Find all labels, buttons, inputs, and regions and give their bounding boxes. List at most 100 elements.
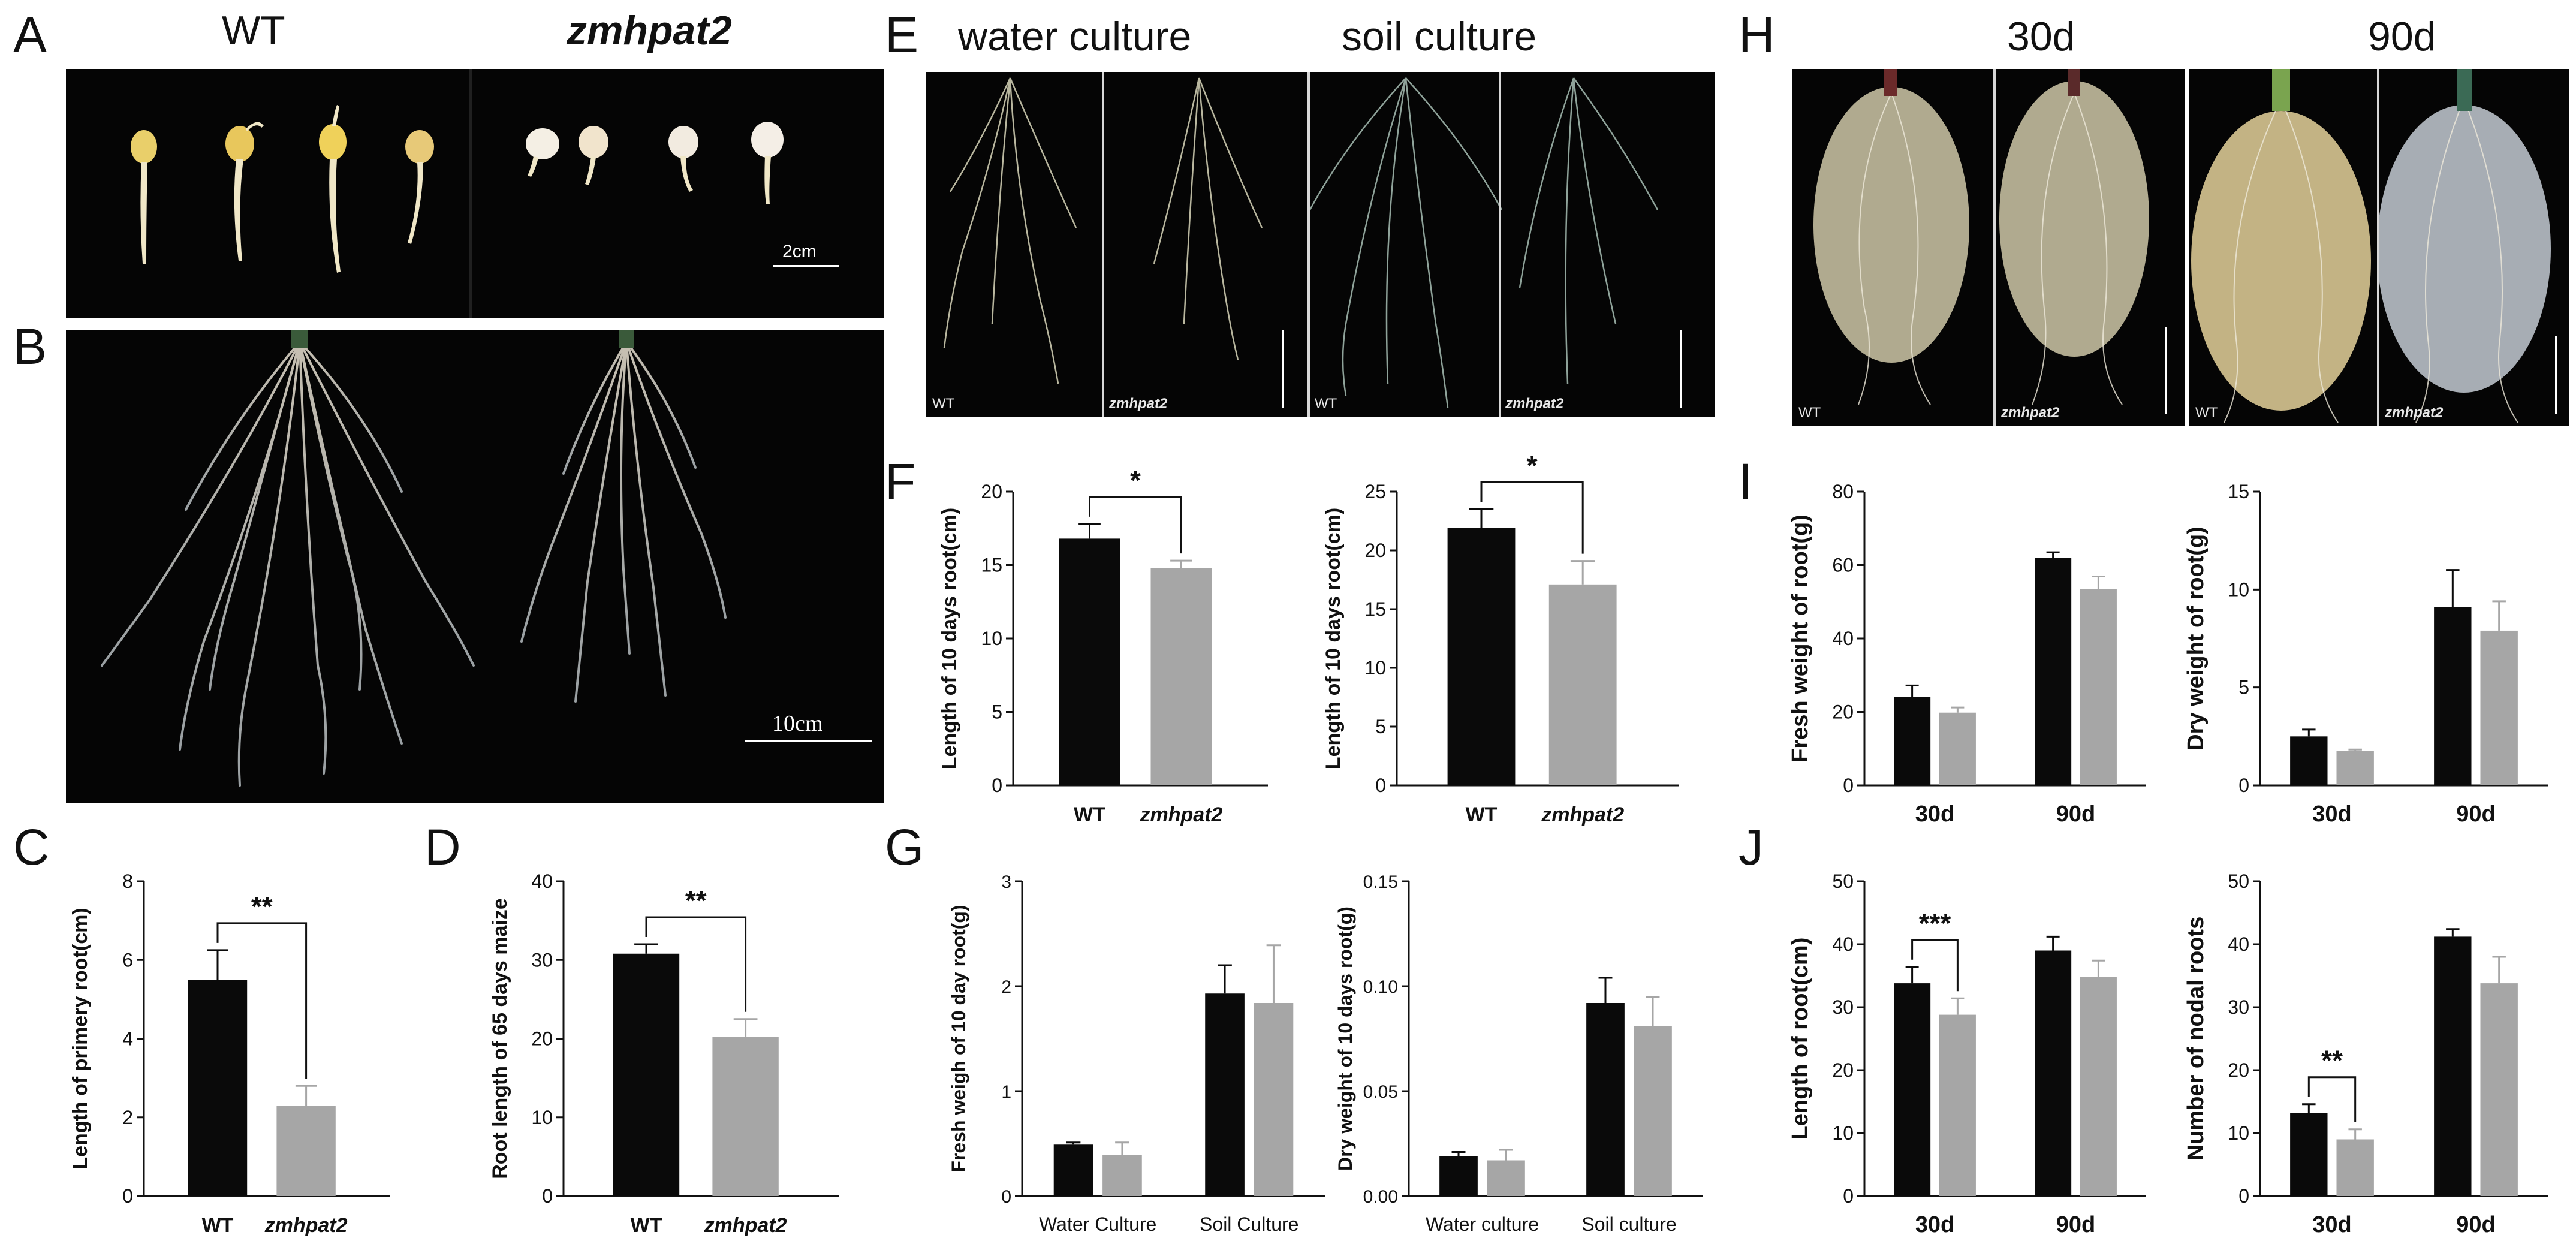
y-tick-label: 50 [2228,871,2249,892]
panel-a-title-wt: WT [222,8,285,53]
bar-wt [2035,558,2072,785]
significance-label: ** [685,885,707,916]
y-tick-label: 0 [992,775,1002,796]
chart-i-fresh-weight: 0 20 40 60 80 Fresh weight of root(g) 30d 90d [1774,468,2158,851]
chart-svg: 0 10 20 30 40 Root length of 65 days maize WT z… [489,871,839,1237]
x-tick-label: Water Culture [1039,1213,1156,1235]
panel-b-root-photo: 10cm [66,330,884,803]
chart-g-dry-weight: 0.00 0.05 0.10 0.15 Dry weight of 10 days ro… [1304,836,1724,1244]
panel-label-h: H [1739,7,1775,63]
y-tick-label: 0 [2238,1185,2249,1207]
y-tick-label: 5 [1375,716,1386,737]
y-tick-label: 20 [2228,1059,2249,1081]
bar-wt [1447,528,1516,785]
bar-mutant [276,1106,336,1196]
y-axis-label: Length of primery root(cm) [69,908,92,1169]
panel-a-scale-bar-label: 2cm [782,242,817,261]
bar-mutant [1254,1003,1294,1196]
significance-label: ** [2321,1045,2343,1076]
y-tick-label: 10 [531,1107,553,1128]
y-tick-label: 2 [122,1107,133,1128]
y-tick-label: 4 [122,1028,133,1050]
y-tick-label: 30 [2228,996,2249,1018]
bar-wt [613,953,680,1196]
bar-mutant [1548,584,1617,785]
y-tick-label: 8 [122,871,133,892]
y-tick-label: 10 [1364,657,1386,679]
bar-mutant [2336,1139,2374,1196]
panel-e-tag-wt-soil: WT [1315,396,1337,412]
bar-mutant [2336,751,2374,785]
panel-label-e: E [885,7,919,63]
y-tick-label: 10 [2228,1122,2249,1144]
y-tick-label: 0 [2238,775,2249,796]
x-tick-label: 30d [1915,1212,1954,1237]
y-tick-label: 10 [1832,1122,1854,1144]
significance-bracket [216,922,308,1079]
panel-h-tag-mutant-30d: zmhpat2 [2001,405,2060,421]
chart-svg: 0 10 20 30 40 50 Length of root(cm) 30d 90d *** [1788,871,2146,1237]
chart-svg: 0 20 40 60 80 Fresh weight of root(g) 30d 90d [1788,481,2146,827]
panel-label-b: B [13,318,47,375]
bar-mutant [1487,1160,1525,1196]
bar-wt [2035,950,2072,1196]
y-axis-label: Fresh weight of root(g) [1788,514,1813,763]
bar-wt [2434,607,2472,785]
panel-e-title-soil-culture: soil culture [1342,14,1537,59]
panel-h-tag-mutant-90d: zmhpat2 [2385,405,2444,421]
chart-svg: 0 2 4 6 8 Length of primery root(cm) WT zmhpat2… [69,871,390,1237]
bar-wt [1205,993,1245,1196]
chart-c-primary-root-length: 0 2 4 6 8 Length of primery root(cm) WT zmhpat2… [54,836,414,1244]
y-tick-label: 20 [1832,701,1854,723]
chart-svg: 0 5 10 15 20 Length of 10 days root(cm) WT zmhp… [938,465,1268,826]
x-tick-label: Soil culture [1581,1213,1676,1235]
x-tick-label: zmhpat2 [264,1214,348,1237]
x-tick-label: WT [202,1214,234,1237]
x-tick-label: zmhpat2 [704,1214,787,1237]
y-tick-label: 40 [1832,628,1854,649]
y-tick-label: 0 [1843,775,1854,796]
significance-label: * [1527,450,1538,481]
significance-label: *** [1919,908,1951,939]
y-tick-label: 20 [531,1028,553,1050]
y-tick-label: 50 [1832,871,1854,892]
panel-e-root-photo: WT zmhpat2 WT zmhpat2 [926,72,1715,417]
bar-wt [2434,936,2472,1196]
y-tick-label: 60 [1832,555,1854,576]
chart-i-dry-weight: 0 5 10 15 Dry weight of root(g) 30d 90d [2170,468,2566,851]
bar-mutant [1102,1155,1142,1196]
y-axis-label: Length of 10 days root(cm) [938,508,961,769]
panel-h-roots-illustration [1813,69,2557,426]
x-tick-label: 90d [2456,1212,2495,1237]
x-tick-label: 30d [1915,802,1954,827]
chart-j-nodal-roots: 0 10 20 30 40 50 Number of nodal roots 30d 90d ** [2170,836,2566,1244]
y-tick-label: 15 [1364,598,1386,620]
y-tick-label: 10 [981,628,1002,649]
y-tick-label: 1 [1001,1082,1011,1102]
panel-label-i: I [1739,453,1753,510]
chart-f-soil-root-length: 0 5 10 15 20 25 Length of 10 days root(cm) WT zm… [1313,450,1721,851]
bar-wt [1439,1156,1478,1196]
significance-bracket [2307,1076,2357,1122]
y-tick-label: 5 [992,701,1002,723]
panel-h-title-90d: 90d [2368,14,2436,59]
significance-bracket [1480,481,1584,554]
panel-label-g: G [885,819,924,875]
x-tick-label: zmhpat2 [1541,803,1624,826]
significance-bracket [645,916,747,1012]
panel-h-root-photo: WT zmhpat2 WT zmhpat2 [1792,69,2569,426]
chart-d-65-day-root-length: 0 10 20 30 40 Root length of 65 days maize WT z… [468,836,875,1244]
bar-mutant [2480,630,2518,785]
chart-j-root-length: 0 10 20 30 40 50 Length of root(cm) 30d 90d *** [1774,836,2158,1244]
y-tick-label: 0 [1375,775,1386,796]
y-axis-label: Root length of 65 days maize [489,898,511,1179]
seedlings-illustration [131,69,839,318]
significance-label: * [1130,465,1141,496]
bar-wt [1894,697,1931,785]
y-axis-label: Length of 10 days root(cm) [1322,508,1345,769]
chart-svg: 0.00 0.05 0.10 0.15 Dry weight of 10 days ro… [1334,872,1703,1235]
x-tick-label: Water culture [1426,1213,1539,1235]
y-tick-label: 0 [122,1185,133,1207]
panel-b-scale-bar-label: 10cm [772,711,823,736]
bar-mutant [1634,1026,1672,1196]
